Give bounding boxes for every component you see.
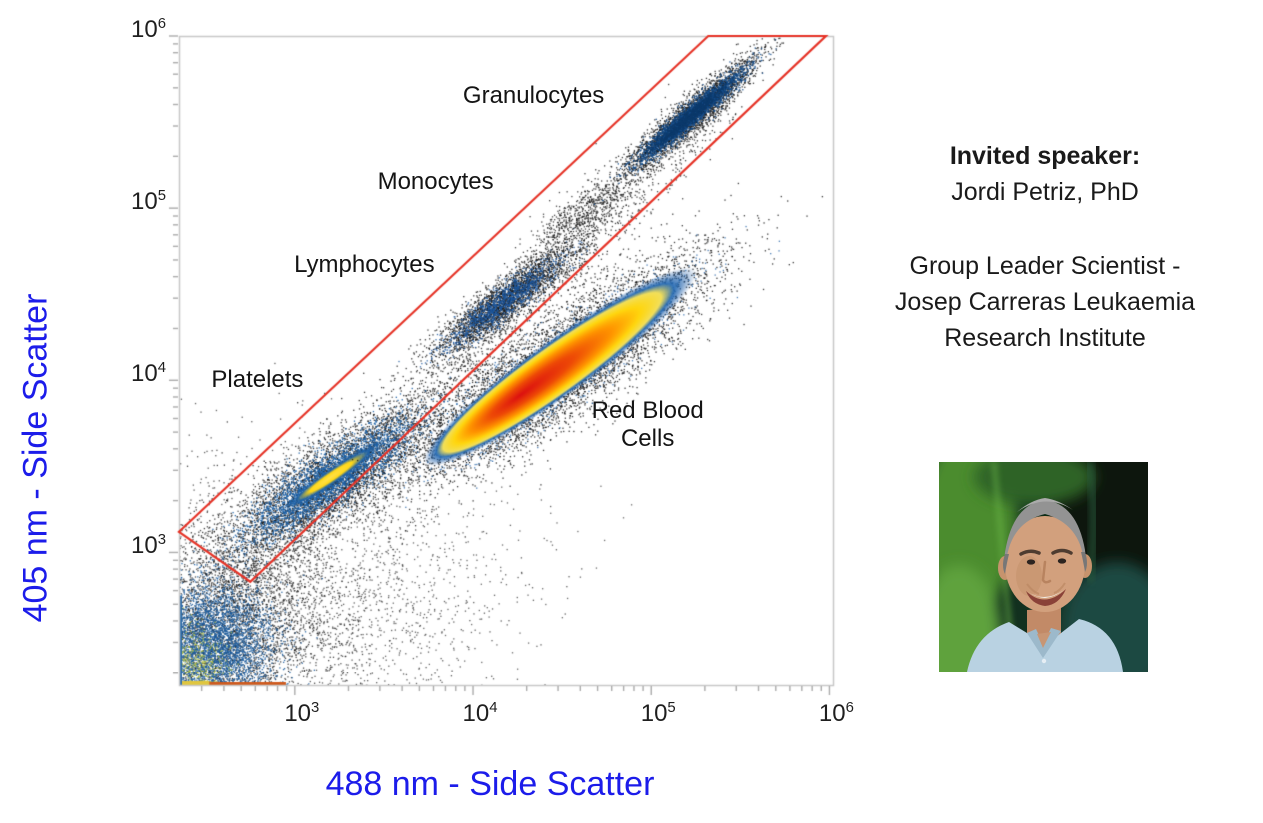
speaker-name: Jordi Petriz, PhD [951,178,1139,206]
x-tick-label-1e6: 106 [818,700,854,727]
speaker-photo [939,462,1148,672]
y-tick-label-1e3: 103 [131,532,166,560]
portrait-person [967,498,1123,672]
x-tick-label-1e4: 104 [462,700,498,727]
x-tick-label-1e5: 105 [640,700,676,727]
population-label-monocytes: Monocytes [377,168,494,196]
population-label-platelets: Platelets [211,366,304,394]
population-label-lymphocytes: Lymphocytes [294,250,435,278]
y-tick-label-1e4: 104 [131,360,166,388]
leaf-shape [974,462,1094,505]
affiliation-line-2: Josep Carreras Leukaemia [894,288,1196,316]
speaker-heading: Invited speaker: [949,142,1141,170]
y-axis-title: 405 nm - Side Scatter [16,293,55,623]
x-tick-label-1e3: 103 [284,700,320,727]
affiliation-line-3: Research Institute [944,324,1146,352]
affiliation-line-1: Group Leader Scientist - [909,252,1181,280]
population-label-red-blood-cells: Red Blood Cells [591,397,704,453]
speaker-affiliation: Group Leader Scientist - Josep Carreras … [880,248,1210,356]
speaker-info: Invited speaker: Jordi Petriz, PhD Group… [880,138,1210,356]
y-tick-label-1e5: 105 [131,188,166,216]
population-label-granulocytes: Granulocytes [462,82,605,110]
speaker-portrait-illustration [939,462,1148,672]
x-axis-title: 488 nm - Side Scatter [325,765,655,803]
y-tick-label-1e6: 106 [131,16,166,43]
